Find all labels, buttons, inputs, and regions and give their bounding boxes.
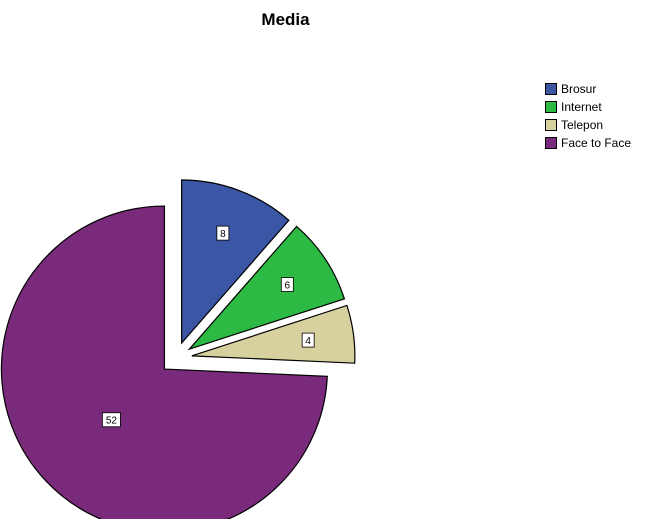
pie-slice-telepon — [191, 304, 356, 364]
svg-text:4: 4 — [305, 336, 311, 347]
legend-label-brosur: Brosur — [561, 82, 597, 96]
chart-title: Media — [261, 10, 310, 29]
legend-label-internet: Internet — [561, 100, 602, 114]
data-label-face-to-face: 52 — [102, 412, 121, 428]
legend-item-telepon: Telepon — [545, 116, 631, 134]
legend-item-internet: Internet — [545, 98, 631, 116]
svg-text:8: 8 — [220, 229, 226, 240]
legend-label-telepon: Telepon — [561, 118, 604, 132]
pie-slice-brosur — [181, 179, 290, 345]
data-label-internet: 6 — [280, 277, 294, 292]
data-label-telepon: 4 — [301, 332, 315, 348]
legend-item-brosur: Brosur — [545, 80, 631, 98]
legend-swatch-internet — [545, 101, 557, 113]
svg-text:52: 52 — [106, 416, 118, 427]
legend-swatch-face-to-face — [545, 137, 557, 149]
legend-label-face-to-face: Face to Face — [561, 136, 632, 150]
data-label-brosur: 8 — [216, 225, 230, 241]
svg-text:6: 6 — [285, 281, 291, 292]
legend-swatch-brosur — [545, 83, 557, 95]
chart-legend: Brosur Internet Telepon Face to Face — [545, 80, 631, 152]
legend-item-face-to-face: Face to Face — [545, 134, 631, 152]
pie-slice-face-to-face — [0, 205, 328, 519]
legend-swatch-telepon — [545, 119, 557, 131]
pie-slice-internet — [187, 225, 346, 351]
